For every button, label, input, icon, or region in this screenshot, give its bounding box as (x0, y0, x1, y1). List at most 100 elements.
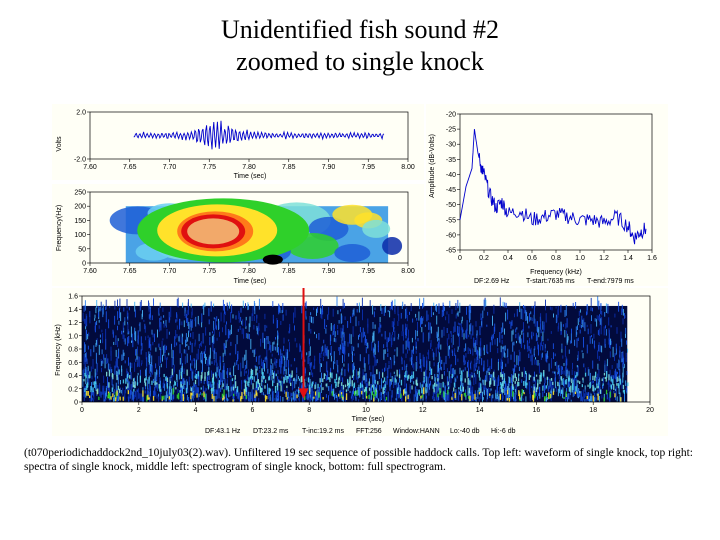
full-spectrogram-energy (351, 345, 353, 355)
full-spectrogram-energy-high (222, 383, 224, 387)
full-spectrogram-energy-high (617, 384, 620, 389)
full-spectrogram-energy (307, 356, 309, 365)
full-spectrogram-energy (280, 321, 282, 325)
full-spectrogram-energy (396, 382, 398, 390)
full-spectrogram-energy-high (499, 394, 501, 400)
full-spectrogram-energy (305, 310, 307, 318)
full-spectrogram-energy (277, 370, 279, 375)
full-spectrogram-energy (556, 361, 558, 370)
full-spectrogram-energy (224, 378, 226, 386)
full-spectrogram-energy (521, 343, 522, 349)
full-spectrogram-energy (176, 374, 178, 383)
full-spectrogram-energy (90, 349, 92, 357)
full-spectrogram-energy-high (480, 388, 482, 393)
full-spectrogram-energy (374, 307, 376, 311)
full-spectrogram-energy-high (352, 369, 355, 377)
full-spectrogram-energy (415, 313, 417, 318)
full-spectrogram-energy (527, 332, 529, 338)
full-spectrogram-energy (276, 318, 278, 329)
full-spectrogram-energy (179, 344, 181, 354)
full-spectrogram-energy (524, 344, 526, 350)
full-spectrogram-energy (497, 377, 499, 386)
full-spectrogram-energy (384, 349, 386, 354)
full-spectrogram-energy (455, 314, 457, 319)
full-spectrogram-energy (288, 367, 289, 376)
full-spectrogram-energy (350, 396, 352, 399)
full-spectrogram-energy (563, 370, 565, 375)
full-spectrogram-energy-high (605, 389, 608, 395)
full-spectrogram-energy (515, 333, 517, 339)
full-spectrogram-energy-high (603, 372, 606, 376)
spectrum-axes-frame (459, 113, 653, 251)
full-spectrogram-energy (576, 384, 578, 394)
full-spectrogram-energy (597, 379, 599, 383)
spectrum-y-tick-label: -50 (446, 202, 456, 209)
full-spectrogram-energy (340, 372, 342, 382)
full-spectrogram-energy-high (338, 393, 340, 397)
full-spectrogram-energy-high (338, 377, 340, 384)
full-spectrogram-energy (182, 373, 183, 384)
full-spectrogram-energy (240, 307, 242, 313)
full-spectrogram-energy (217, 366, 219, 376)
full-spectrogram-energy (436, 304, 438, 312)
full-spectrogram-energy (482, 380, 484, 385)
full-spectrogram-energy (592, 360, 594, 369)
full-spectrogram-energy (219, 369, 220, 378)
full-spectrogram-energy (309, 394, 311, 399)
full-spectrogram-energy (176, 325, 178, 330)
full-spectrogram-energy (584, 385, 586, 392)
full-spectrogram-energy-high (565, 391, 567, 397)
full-spectrogram-energy (317, 307, 318, 313)
full-spectrogram-energy-high (592, 375, 594, 380)
full-spectrogram-energy (479, 341, 481, 348)
full-spectrogram-energy (538, 363, 540, 374)
full-spectrogram-energy (305, 385, 307, 390)
full-spectrogram-energy (470, 362, 472, 369)
full-spectrogram-tinc: T-inc:19.2 ms (302, 428, 345, 435)
spectrum-y-tick-label: -25 (446, 127, 456, 134)
full-spectrogram-energy (193, 390, 195, 398)
full-spectrogram-energy-high (365, 391, 367, 398)
full-spectrogram-energy (201, 359, 203, 364)
full-spectrogram-energy (265, 338, 267, 350)
full-spectrogram-energy (147, 335, 149, 338)
full-spectrogram-energy (536, 321, 538, 331)
full-spectrogram-energy (549, 378, 551, 387)
full-spectrogram-energy (285, 348, 287, 358)
full-spectrogram-energy (290, 364, 292, 367)
full-spectrogram-energy (84, 365, 86, 370)
full-spectrogram-energy-high (264, 395, 267, 402)
full-spectrogram-energy (452, 334, 454, 345)
full-spectrogram-energy (93, 345, 95, 353)
full-spectrogram-energy (152, 333, 154, 338)
full-spectrogram-energy (280, 365, 282, 374)
full-spectrogram-energy (82, 378, 84, 387)
full-spectrogram-energy (188, 397, 190, 402)
full-spectrogram-energy-high (502, 388, 504, 393)
full-spectrogram-energy (211, 361, 213, 364)
full-spectrogram-energy (584, 367, 586, 373)
full-spectrogram-energy (437, 326, 439, 337)
full-spectrogram-energy (289, 342, 290, 352)
waveform-x-tick-label: 8.00 (401, 164, 415, 171)
full-spectrogram-energy (505, 312, 507, 322)
full-spectrogram-energy (505, 385, 507, 392)
full-spectrogram-energy (563, 363, 565, 366)
full-spectrogram-energy (380, 324, 382, 328)
full-spectrogram-energy (117, 311, 119, 320)
full-spectrogram-energy-high (268, 387, 270, 394)
full-spectrogram-energy (601, 345, 603, 353)
full-spectrogram-energy (249, 377, 251, 381)
full-spectrogram-energy (281, 376, 283, 379)
full-spectrogram-energy-high (262, 372, 264, 378)
full-spectrogram-energy (521, 330, 523, 335)
full-spectrogram-energy (424, 324, 426, 327)
full-spectrogram-energy (176, 342, 178, 346)
full-spectrogram-energy-high (373, 396, 375, 402)
full-spectrogram-energy (360, 389, 362, 393)
full-spectrogram-energy (112, 329, 114, 335)
full-spectrogram-energy-high (581, 384, 583, 388)
full-spectrogram-energy (326, 383, 328, 388)
full-spectrogram-energy (322, 352, 324, 356)
full-spectrogram-energy (325, 347, 327, 356)
